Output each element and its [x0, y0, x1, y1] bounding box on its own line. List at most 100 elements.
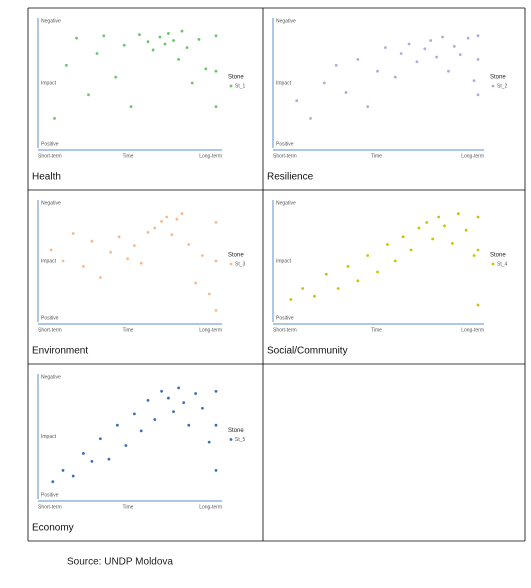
y-label-top: Negative	[41, 18, 61, 24]
scatter-point	[301, 287, 305, 290]
scatter-point	[180, 29, 184, 33]
x-axis-label: Time	[123, 504, 134, 510]
scatter-point	[99, 276, 102, 279]
scatter-point	[356, 279, 360, 283]
x-axis-label: Time	[371, 153, 382, 159]
panel-caption: Resilience	[267, 172, 314, 183]
scatter-point	[90, 459, 94, 463]
scatter-point	[476, 303, 480, 307]
scatter-point	[71, 474, 75, 478]
legend-title: Stone	[228, 253, 244, 259]
legend-label: St_1	[235, 83, 246, 89]
scatter-point	[476, 93, 480, 97]
scatter-point	[336, 287, 340, 290]
y-label-top: Negative	[276, 18, 296, 24]
scatter-point	[214, 423, 218, 427]
scatter-point	[476, 58, 480, 61]
scatter-point	[309, 117, 312, 120]
scatter-point	[194, 281, 198, 285]
y-label-top: Negative	[41, 200, 61, 206]
legend-title: Stone	[228, 75, 244, 81]
x-label-right: Long-term	[199, 327, 222, 333]
scatter-point	[167, 396, 170, 400]
scatter-point	[393, 259, 397, 263]
scatter-point	[289, 298, 293, 301]
scatter-point	[71, 232, 75, 235]
scatter-point	[109, 250, 112, 254]
scatter-point	[214, 221, 218, 224]
scatter-point	[356, 58, 360, 61]
scatter-point	[146, 40, 150, 44]
scatter-point	[122, 43, 126, 47]
scatter-point	[476, 248, 480, 252]
scatter-point	[163, 42, 167, 46]
scatter-point	[214, 389, 218, 393]
y-label-top: Negative	[276, 200, 296, 206]
panel-caption: Social/Community	[267, 346, 348, 357]
scatter-point	[177, 58, 181, 61]
y-axis-label: Impact	[276, 80, 292, 86]
x-label-right: Long-term	[461, 153, 484, 159]
scatter-point	[172, 39, 175, 42]
scatter-point	[170, 233, 174, 237]
scatter-point	[107, 457, 111, 461]
scatter-point	[61, 259, 65, 263]
scatter-point	[49, 248, 53, 252]
scatter-point	[366, 105, 370, 108]
scatter-point	[429, 39, 433, 42]
scatter-point	[476, 215, 480, 219]
y-axis-label: Impact	[41, 258, 57, 264]
scatter-point	[466, 36, 470, 40]
scatter-point	[344, 91, 348, 94]
legend-swatch	[229, 84, 233, 88]
y-label-top: Negative	[41, 374, 61, 380]
scatter-point	[182, 401, 186, 404]
scatter-point	[443, 224, 446, 228]
y-label-bottom: Positive	[276, 315, 294, 321]
scatter-point	[95, 52, 99, 55]
scatter-point	[384, 46, 387, 49]
scatter-point	[334, 63, 338, 67]
scatter-point	[452, 45, 456, 48]
scatter-point	[99, 437, 102, 441]
scatter-point	[201, 406, 204, 410]
x-label-left: Short-term	[38, 504, 62, 510]
scatter-point	[126, 257, 129, 261]
scatter-point	[207, 440, 211, 444]
scatter-point	[472, 79, 476, 83]
scatter-point	[187, 423, 191, 427]
scatter-point	[214, 469, 218, 472]
scatter-point	[417, 226, 421, 230]
legend-swatch	[229, 438, 233, 441]
x-axis-label: Time	[371, 327, 382, 333]
y-label-bottom: Positive	[41, 315, 59, 321]
y-label-bottom: Positive	[41, 492, 59, 498]
scatter-point	[151, 48, 155, 52]
scatter-point	[153, 226, 157, 230]
scatter-point	[415, 60, 419, 64]
scatter-point	[116, 423, 119, 427]
y-label-bottom: Positive	[276, 141, 294, 147]
legend-swatch	[491, 84, 495, 88]
x-label-left: Short-term	[38, 327, 62, 333]
x-label-left: Short-term	[273, 327, 297, 333]
x-label-right: Long-term	[199, 153, 222, 159]
scatter-point	[175, 217, 179, 221]
scatter-point	[204, 67, 208, 71]
scatter-point	[160, 220, 164, 223]
panel-caption: Environment	[32, 346, 88, 357]
scatter-point	[180, 212, 184, 216]
scatter-point	[456, 212, 460, 216]
scatter-point	[153, 418, 157, 421]
scatter-point	[214, 105, 218, 108]
scatter-point	[194, 392, 198, 395]
y-axis-label: Impact	[41, 80, 57, 86]
legend-swatch	[229, 262, 233, 266]
scatter-point	[146, 231, 150, 234]
y-axis-label: Impact	[276, 258, 292, 264]
x-label-left: Short-term	[273, 153, 297, 159]
scatter-point	[435, 55, 439, 59]
x-label-right: Long-term	[199, 504, 222, 510]
x-label-right: Long-term	[461, 327, 484, 333]
legend-title: Stone	[490, 75, 506, 81]
